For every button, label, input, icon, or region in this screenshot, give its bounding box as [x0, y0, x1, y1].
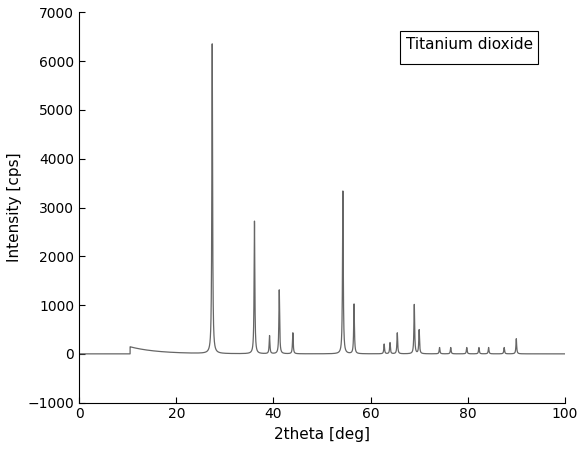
- Legend: : [400, 31, 539, 64]
- Y-axis label: Intensity [cps]: Intensity [cps]: [7, 153, 22, 262]
- X-axis label: 2theta [deg]: 2theta [deg]: [274, 427, 370, 442]
